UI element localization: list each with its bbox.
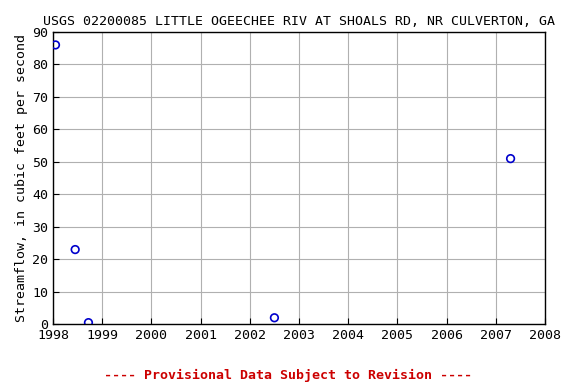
- Title: USGS 02200085 LITTLE OGEECHEE RIV AT SHOALS RD, NR CULVERTON, GA: USGS 02200085 LITTLE OGEECHEE RIV AT SHO…: [43, 15, 555, 28]
- Text: ---- Provisional Data Subject to Revision ----: ---- Provisional Data Subject to Revisio…: [104, 369, 472, 382]
- Y-axis label: Streamflow, in cubic feet per second: Streamflow, in cubic feet per second: [15, 34, 28, 322]
- Point: [84, 319, 93, 326]
- Point: [270, 315, 279, 321]
- Point: [70, 247, 79, 253]
- Point: [506, 156, 515, 162]
- Point: [51, 42, 60, 48]
